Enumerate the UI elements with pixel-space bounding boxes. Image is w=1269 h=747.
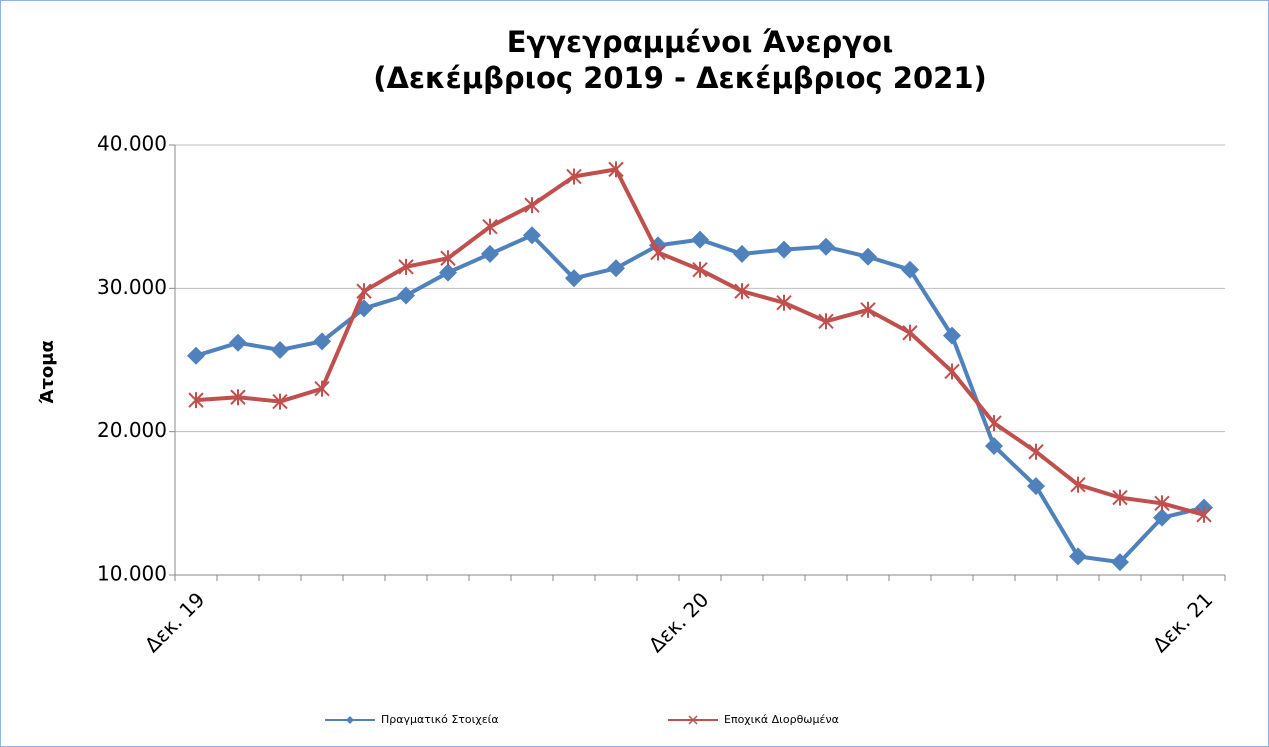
- point: [859, 247, 877, 266]
- point: [1027, 477, 1045, 496]
- point: [566, 168, 582, 185]
- point: [650, 244, 666, 261]
- point: [565, 269, 583, 288]
- point: [1153, 508, 1171, 527]
- point: [313, 332, 331, 351]
- point: [439, 263, 457, 282]
- point: [1069, 547, 1087, 566]
- y-axis-label: Άτομα: [37, 340, 58, 404]
- point: [901, 260, 919, 279]
- point: [985, 437, 1003, 455]
- point: [523, 226, 541, 245]
- point: [986, 415, 1002, 432]
- point: [397, 286, 415, 305]
- point: [482, 218, 498, 235]
- point: [944, 363, 960, 380]
- point: [1112, 489, 1128, 506]
- point: [440, 250, 456, 267]
- point: [524, 197, 540, 214]
- legend-marker: [688, 715, 698, 725]
- point: [860, 301, 876, 318]
- point: [1111, 553, 1129, 572]
- point: [943, 326, 961, 345]
- point: [775, 240, 793, 259]
- point: [818, 313, 834, 330]
- point: [733, 244, 751, 263]
- point: [1154, 495, 1170, 512]
- point: [272, 393, 288, 410]
- point: [817, 237, 835, 256]
- point: [481, 244, 499, 263]
- point: [902, 324, 918, 341]
- point: [188, 392, 204, 409]
- point: [230, 389, 246, 406]
- legend-label: Εποχικά Διορθωμένα: [724, 713, 839, 726]
- point: [271, 340, 289, 359]
- y-tick-label: 10.000: [97, 562, 167, 586]
- legend-label: Πραγματικό Στοιχεία: [381, 713, 499, 726]
- chart-title: (Δεκέμβριος 2019 - Δεκέμβριος 2021): [373, 61, 987, 95]
- chart-title: Εγγεγραμμένοι Άνεργοι: [507, 25, 894, 59]
- point: [691, 230, 709, 249]
- point: [1196, 506, 1212, 523]
- point: [356, 283, 372, 300]
- point: [1028, 443, 1044, 460]
- point: [608, 161, 624, 178]
- point: [314, 380, 330, 397]
- point: [607, 259, 625, 278]
- y-tick-label: 20.000: [97, 418, 167, 442]
- y-tick-label: 30.000: [97, 275, 167, 299]
- point: [229, 333, 247, 352]
- point: [776, 294, 792, 311]
- y-tick-label: 40.000: [97, 132, 167, 156]
- point: [398, 258, 414, 275]
- point: [187, 346, 205, 365]
- legend-marker: [346, 716, 354, 724]
- point: [1070, 476, 1086, 493]
- point: [734, 283, 750, 300]
- point: [692, 261, 708, 278]
